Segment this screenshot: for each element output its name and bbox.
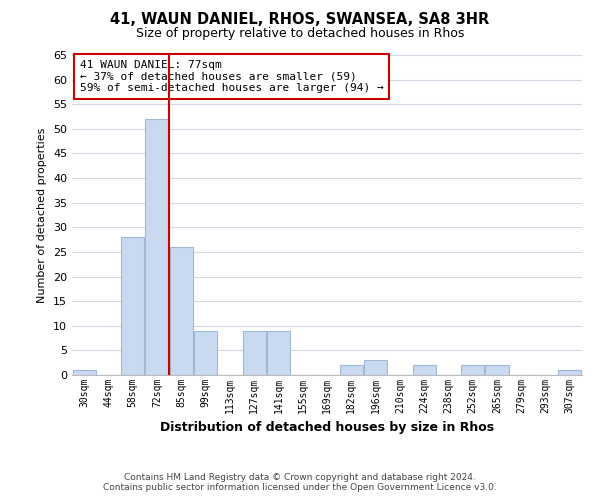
- Bar: [340, 365, 363, 375]
- X-axis label: Distribution of detached houses by size in Rhos: Distribution of detached houses by size …: [160, 422, 494, 434]
- Bar: [170, 247, 193, 375]
- Y-axis label: Number of detached properties: Number of detached properties: [37, 128, 47, 302]
- Bar: [73, 370, 95, 375]
- Bar: [145, 119, 169, 375]
- Bar: [559, 370, 581, 375]
- Bar: [364, 360, 387, 375]
- Bar: [485, 365, 509, 375]
- Bar: [413, 365, 436, 375]
- Text: Contains HM Land Registry data © Crown copyright and database right 2024.
Contai: Contains HM Land Registry data © Crown c…: [103, 473, 497, 492]
- Text: Size of property relative to detached houses in Rhos: Size of property relative to detached ho…: [136, 28, 464, 40]
- Text: 41, WAUN DANIEL, RHOS, SWANSEA, SA8 3HR: 41, WAUN DANIEL, RHOS, SWANSEA, SA8 3HR: [110, 12, 490, 28]
- Bar: [267, 330, 290, 375]
- Bar: [461, 365, 484, 375]
- Text: 41 WAUN DANIEL: 77sqm
← 37% of detached houses are smaller (59)
59% of semi-deta: 41 WAUN DANIEL: 77sqm ← 37% of detached …: [80, 60, 383, 93]
- Bar: [121, 237, 144, 375]
- Bar: [194, 330, 217, 375]
- Bar: [242, 330, 266, 375]
